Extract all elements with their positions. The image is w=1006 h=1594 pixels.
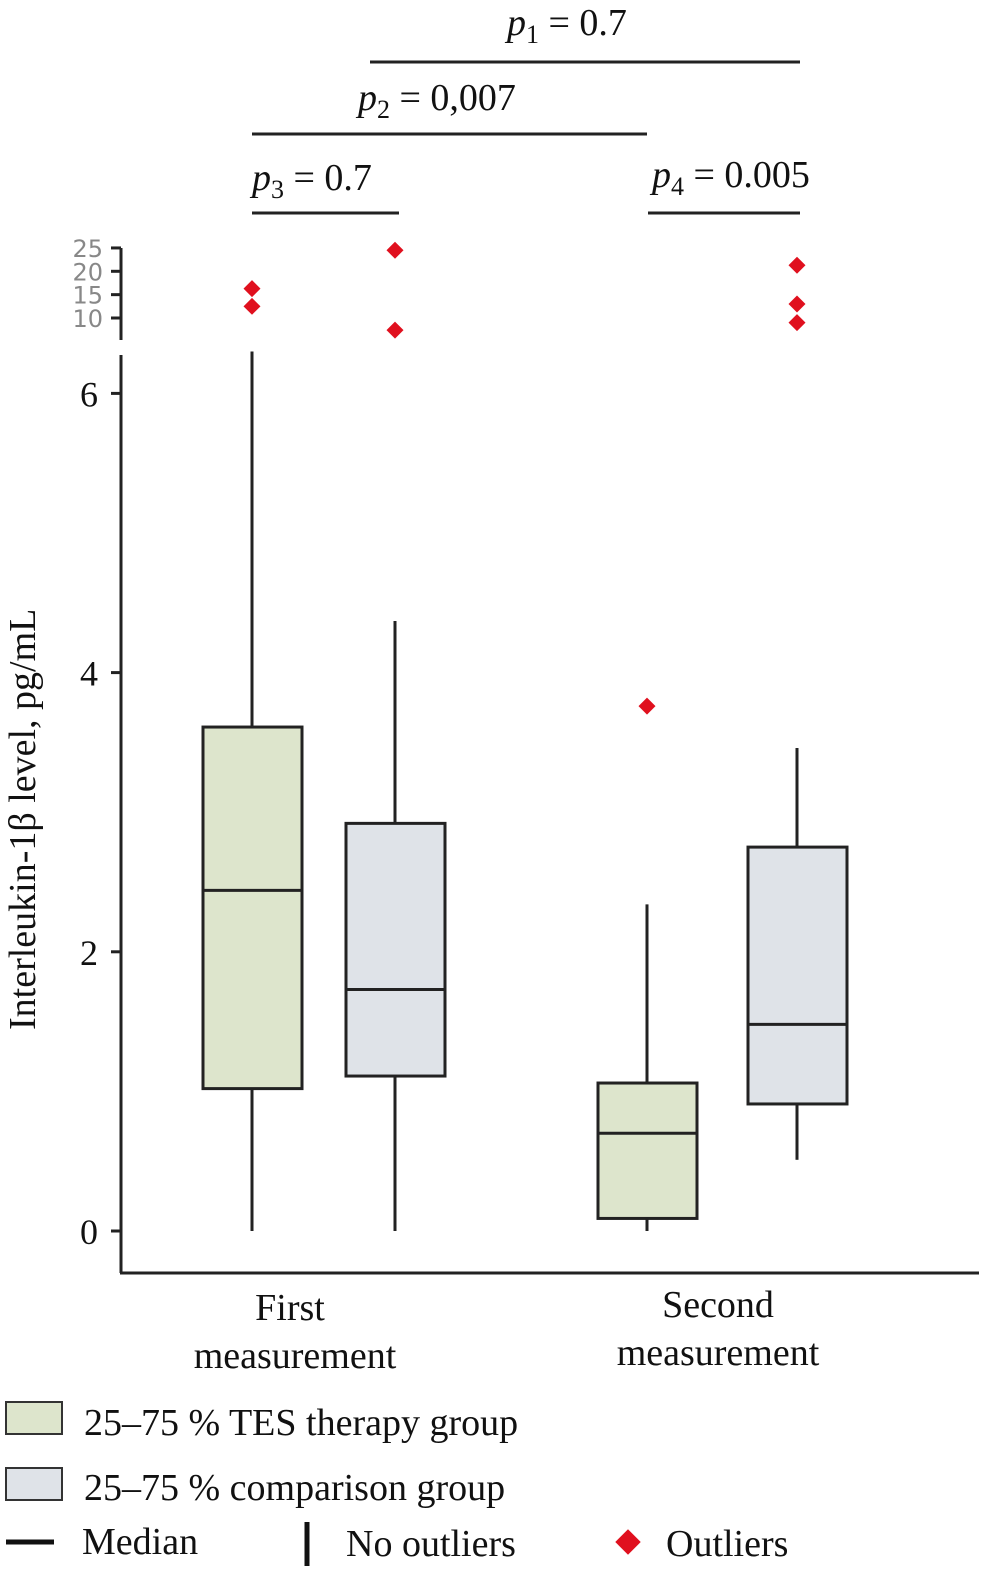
outlier-point bbox=[243, 297, 261, 315]
p-value-label: p4 = 0.005 bbox=[649, 154, 810, 201]
x-tick-label-second-l1: Second bbox=[662, 1284, 774, 1326]
legend-label-no-outliers: No outliers bbox=[346, 1523, 516, 1565]
legend-label-outliers: Outliers bbox=[666, 1523, 788, 1565]
legend-label-median: Median bbox=[82, 1521, 198, 1563]
y-tick-label-upper: 25 bbox=[72, 235, 103, 263]
outlier-point bbox=[638, 697, 656, 715]
box-iqr bbox=[344, 821, 447, 1078]
p-value-label: p2 = 0,007 bbox=[355, 77, 516, 124]
box-iqr bbox=[596, 1081, 699, 1220]
p-value-label: p1 = 0.7 bbox=[504, 2, 627, 49]
legend-outlier-marker bbox=[615, 1529, 641, 1555]
outlier-point bbox=[243, 280, 261, 298]
y-tick-label-upper: 10 bbox=[72, 305, 103, 333]
y-tick-label-upper: 20 bbox=[72, 258, 103, 286]
outlier-point bbox=[386, 241, 404, 259]
box-iqr bbox=[201, 725, 304, 1091]
outlier-point bbox=[788, 295, 806, 313]
legend-label-tes: 25–75 % TES therapy group bbox=[84, 1402, 518, 1444]
y-tick-label-lower: 0 bbox=[80, 1212, 98, 1252]
p-value-label: p3 = 0.7 bbox=[249, 157, 372, 204]
x-tick-label-first-l2: measurement bbox=[194, 1335, 397, 1377]
x-tick-label-second-l2: measurement bbox=[617, 1332, 820, 1374]
y-tick-label-upper: 15 bbox=[72, 282, 103, 310]
outlier-point bbox=[788, 256, 806, 274]
y-axis-label: Interleukin-1β level, pg/mL bbox=[2, 609, 44, 1030]
legend-swatch-tes bbox=[5, 1401, 63, 1435]
y-tick-label-lower: 2 bbox=[80, 933, 98, 973]
legend-label-comparison: 25–75 % comparison group bbox=[84, 1467, 505, 1509]
box-iqr bbox=[746, 845, 849, 1106]
y-tick-label-lower: 6 bbox=[80, 374, 98, 414]
legend-swatch-comparison bbox=[5, 1467, 63, 1501]
outlier-point bbox=[386, 321, 404, 339]
y-tick-label-lower: 4 bbox=[80, 654, 98, 694]
x-tick-label-first-l1: First bbox=[255, 1287, 325, 1329]
outlier-point bbox=[788, 314, 806, 332]
